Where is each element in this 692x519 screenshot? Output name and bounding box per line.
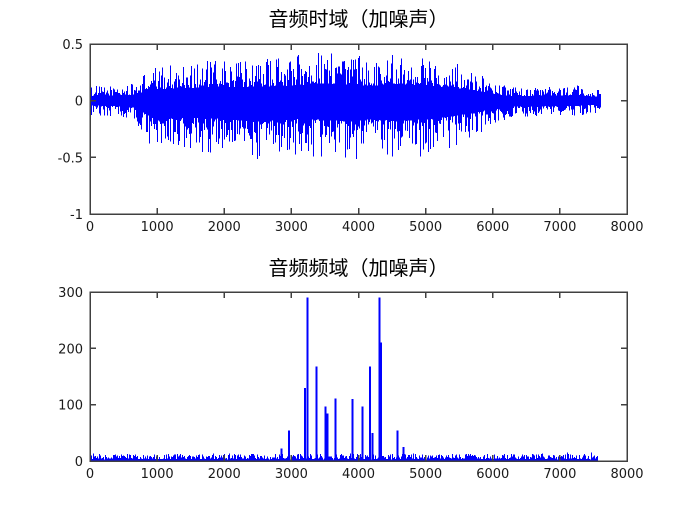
y-tick-label: 300 — [58, 286, 83, 301]
x-tick-label: 0 — [86, 467, 94, 482]
x-tick-label: 8000 — [610, 220, 643, 235]
x-tick-label: 2000 — [208, 220, 241, 235]
x-tick-label: 4000 — [342, 220, 375, 235]
y-tick-label: 200 — [58, 342, 83, 357]
subplot-1: 0 1000 2000 3000 4000 5000 6000 7000 8000 0.5 0 -0.… — [58, 38, 644, 235]
x-tick-label: 4000 — [342, 467, 375, 482]
x-tick-label: 0 — [86, 220, 94, 235]
y-tick-label: 0.5 — [62, 38, 83, 53]
subplot1-title: 音频时域（加噪声） — [268, 7, 449, 31]
waveform-series — [90, 52, 601, 159]
y-tick-label: 0 — [75, 95, 83, 110]
spectrum-peaks-series — [280, 297, 405, 461]
spectrum-noise-series — [90, 452, 598, 461]
x-tick-label: 1000 — [141, 467, 174, 482]
y-tick-label: -0.5 — [58, 151, 83, 166]
x-tick-label: 6000 — [476, 220, 509, 235]
x-tick-label: 5000 — [409, 467, 442, 482]
x-tick-label: 2000 — [208, 467, 241, 482]
subplot2-title: 音频频域（加噪声） — [268, 256, 449, 280]
x-tick-label: 1000 — [141, 220, 174, 235]
x-tick-label: 6000 — [476, 467, 509, 482]
x-tick-label: 7000 — [543, 220, 576, 235]
x-tick-label: 3000 — [275, 467, 308, 482]
subplot-2: 0 1000 2000 3000 4000 5000 6000 7000 80003002001… — [58, 286, 643, 482]
x-tick-label: 3000 — [275, 220, 308, 235]
y-tick-label: 0 — [75, 455, 83, 470]
y-tick-label: 100 — [58, 399, 83, 414]
y-tick-label: -1 — [70, 208, 83, 223]
x-tick-label: 7000 — [543, 467, 576, 482]
x-tick-label: 5000 — [409, 220, 442, 235]
x-tick-label: 8000 — [610, 467, 643, 482]
plot-box — [89, 291, 628, 462]
